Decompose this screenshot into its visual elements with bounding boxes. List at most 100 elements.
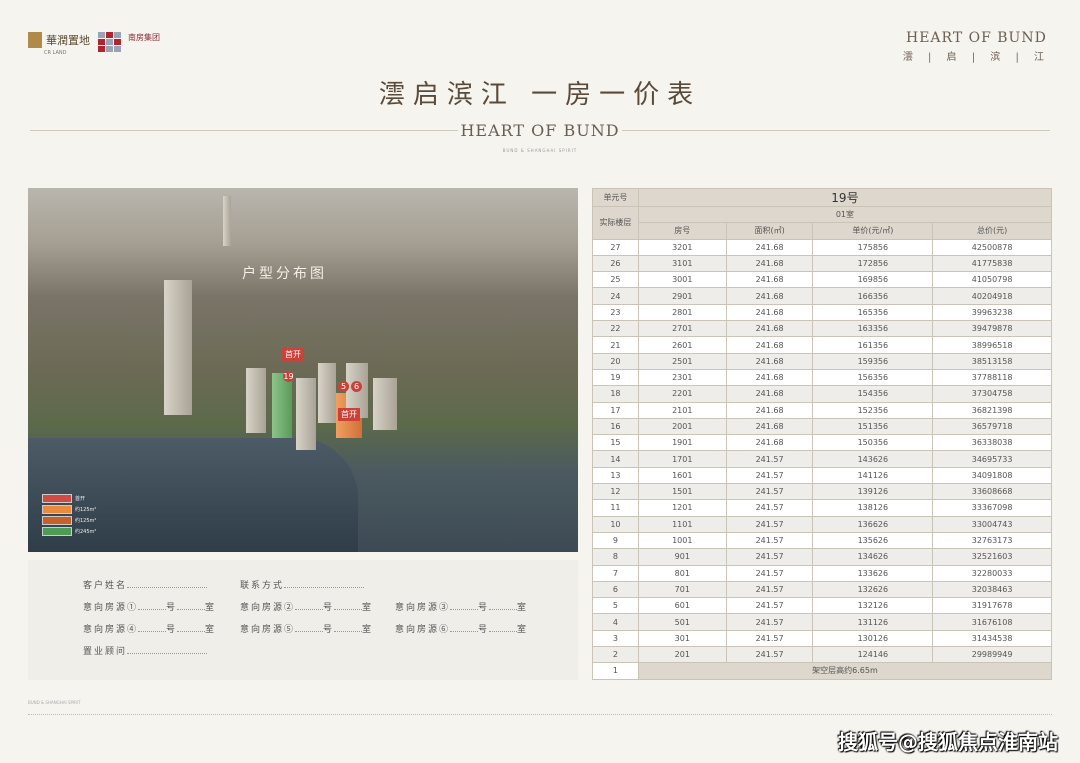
source-3-field[interactable]: 意向房源③ 号室 [395,600,528,613]
table-cell: 165356 [812,303,934,322]
table-cell: 20 [592,352,639,370]
customer-form: 客户姓名 联系方式 意向房源① 号室 意向房源② 号室 意向房源③ 号室 意向房源④ 号… [28,560,578,680]
table-cell: 4 [592,613,639,631]
table-cell: 2601 [637,336,727,354]
table-cell: 166356 [812,287,934,305]
table-cell: 801 [637,564,727,582]
building-number: 5 [338,381,349,392]
table-cell: 9 [592,531,639,550]
divider [30,130,458,131]
table-cell: 18 [592,385,639,403]
table-row: 6 701 241.57 132626 32038463 [592,580,1052,599]
table-cell: 150356 [812,434,934,452]
building-number: 19 [283,371,294,382]
table-cell: 3001 [637,271,727,289]
table-cell: 1501 [637,483,727,501]
table-cell: 175856 [812,238,934,256]
watermark: 搜狐号@搜狐焦点淮南站 [838,730,1058,754]
table-cell: 31434538 [932,629,1052,648]
table-cell: 159356 [812,352,934,370]
table-cell: 130126 [812,629,934,648]
plan-label: 户型分布图 [242,266,327,282]
table-cell: 2901 [637,287,727,305]
table-cell: 41050798 [932,271,1052,289]
nanfang-logo-icon [98,32,121,52]
table-row: 27 3201 241.68 175856 42500878 [592,238,1052,256]
table-row: 10 1101 241.57 136626 33004743 [592,515,1052,533]
legend-item: 约125m² [42,505,96,514]
table-cell: 39479878 [932,320,1052,338]
table-row: 11 1201 241.57 138126 33367098 [592,499,1052,517]
legend-item: 约245m² [42,527,96,536]
table-cell: 34695733 [932,450,1052,468]
table-cell: 1601 [637,466,727,485]
logo-sub: CR LAND [44,50,67,56]
table-row: 18 2201 241.68 154356 37304758 [592,385,1052,403]
table-cell: 6 [592,580,639,599]
source-6-field[interactable]: 意向房源⑥ 号室 [395,622,528,635]
table-cell: 241.57 [725,483,814,501]
aerial-rendering: 户型分布图 首开 首开 19 5 6 首开 约125m² 约125m² 约245… [28,188,578,552]
table-cell: 2701 [637,320,727,338]
center-sub: BUND & SHANGHAI SPIRIT [502,148,578,153]
advisor-field[interactable]: 置业顾问 [83,644,208,657]
table-row: 7 801 241.57 133626 32280033 [592,564,1052,582]
table-cell: 3201 [637,238,727,256]
unit-label: 单元号 [592,188,639,207]
table-cell: 301 [637,629,727,648]
table-cell: 26 [592,254,639,273]
table-cell: 2201 [637,385,727,403]
table-cell: 1901 [637,434,727,452]
contact-field[interactable]: 联系方式 [240,578,365,591]
table-cell: 241.68 [725,254,814,273]
source-1-field[interactable]: 意向房源① 号室 [83,600,216,613]
table-cell: 172856 [812,254,934,273]
customer-name-field[interactable]: 客户姓名 [83,578,208,591]
table-row: 3 301 241.57 130126 31434538 [592,629,1052,648]
brand-top-right: HEART OF BUND 澐 | 启 | 滨 | 江 [903,30,1050,63]
table-row: 26 3101 241.68 172856 41775838 [592,254,1052,273]
nanfang-logo-text: 南房集团 [128,33,160,42]
table-cell: 241.57 [725,597,814,615]
table-cell: 241.57 [725,564,814,582]
cr-land-logo: 華潤置地 CR LAND [28,32,90,56]
table-cell: 241.68 [725,271,814,289]
legend: 首开 约125m² 约125m² 约245m² [42,494,96,538]
table-row: 5 601 241.57 132126 31917678 [592,597,1052,615]
table-row: 19 2301 241.68 156356 37788118 [592,368,1052,387]
table-cell: 241.68 [725,320,814,338]
source-2-field[interactable]: 意向房源② 号室 [240,600,373,613]
table-cell: 2301 [637,368,727,387]
table-cell: 33004743 [932,515,1052,533]
table-cell: 143626 [812,450,934,468]
table-cell: 1101 [637,515,727,533]
table-cell: 241.68 [725,368,814,387]
price-table: 单元号 19号 实际楼层 01室 房号 面积(㎡) 单价(元/㎡) 总价(元) 27 320… [592,188,1053,680]
table-cell: 241.68 [725,352,814,370]
source-5-field[interactable]: 意向房源⑤ 号室 [240,622,373,635]
legend-item: 首开 [42,494,96,503]
table-cell: 10 [592,515,639,533]
table-cell: 25 [592,271,639,289]
table-cell: 3 [592,629,639,648]
table-cell: 2801 [637,303,727,322]
table-cell: 33608668 [932,483,1052,501]
table-cell: 901 [637,548,727,566]
cr-land-mark-icon [28,32,42,48]
table-cell: 241.57 [725,646,814,664]
table-cell: 36338038 [932,434,1052,452]
table-row: 25 3001 241.68 169856 41050798 [592,271,1052,289]
source-4-field[interactable]: 意向房源④ 号室 [83,622,216,635]
table-cell: 13 [592,466,639,485]
table-row: 16 2001 241.68 151356 36579718 [592,417,1052,436]
unit-value: 19号 [637,188,1053,207]
table-cell: 701 [637,580,727,599]
table-cell: 31676108 [932,613,1052,631]
table-cell: 1001 [637,531,727,550]
col-header: 房号 [637,222,727,240]
table-row: 4 501 241.57 131126 31676108 [592,613,1052,631]
table-row: 23 2801 241.68 165356 39963238 [592,303,1052,322]
table-row: 1 架空层高约6.65m [592,662,1053,680]
table-row: 8 901 241.57 134626 32521603 [592,548,1052,566]
table-cell: 11 [592,499,639,517]
